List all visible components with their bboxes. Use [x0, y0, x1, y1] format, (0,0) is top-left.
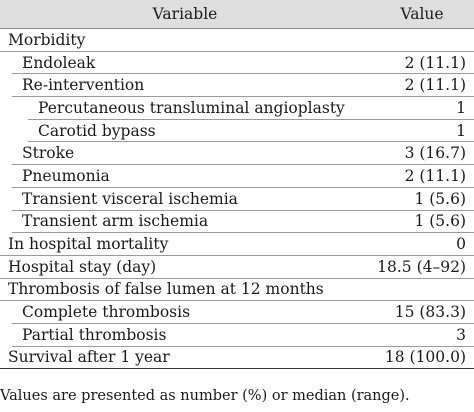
row-label: Transient arm ischemia: [22, 212, 209, 231]
table-row: Pneumonia 2 (11.1): [12, 165, 474, 188]
row-label: Percutaneous transluminal angioplasty: [38, 98, 345, 117]
row-value: 18.5 (4–92): [377, 257, 466, 276]
row-label: Partial thrombosis: [22, 325, 167, 344]
table-row: Transient arm ischemia 1 (5.6): [12, 211, 474, 234]
table-row: Complete thrombosis 15 (83.3): [12, 301, 474, 324]
row-label: Carotid bypass: [38, 121, 156, 140]
table-row: Partial thrombosis 3: [12, 324, 474, 347]
row-label: Thrombosis of false lumen at 12 months: [8, 280, 324, 299]
row-value: 1 (5.6): [414, 212, 466, 231]
header-variable: Variable: [152, 5, 218, 23]
table-row: Re-intervention 2 (11.1): [12, 74, 474, 98]
row-value: 1: [456, 121, 466, 140]
table-row: In hospital mortality 0: [0, 233, 474, 256]
row-value: 18 (100.0): [384, 348, 466, 367]
row-value: 2 (11.1): [404, 166, 466, 185]
row-label: Re-intervention: [22, 76, 145, 95]
row-label: Pneumonia: [22, 166, 110, 185]
table-row: Percutaneous transluminal angioplasty 1: [28, 97, 474, 120]
row-label: Stroke: [22, 144, 75, 163]
table-row: Survival after 1 year 18 (100.0): [0, 347, 474, 370]
table-row: Carotid bypass 1: [28, 120, 474, 143]
table-row: Stroke 3 (16.7): [12, 142, 474, 166]
row-value: 15 (83.3): [394, 303, 466, 322]
row-value: 3: [456, 325, 466, 344]
row-label: Transient visceral ischemia: [22, 189, 238, 208]
table-row: Endoleak 2 (11.1): [12, 52, 474, 75]
header-value: Value: [400, 5, 444, 23]
row-label: Hospital stay (day): [8, 257, 157, 276]
table-row: Morbidity: [0, 29, 474, 52]
row-value: 3 (16.7): [404, 144, 466, 163]
row-label: Survival after 1 year: [8, 348, 170, 367]
row-value: 2 (11.1): [404, 76, 466, 95]
results-table: Variable Value Morbidity Endoleak 2 (11.1)…: [0, 0, 474, 370]
row-value: 2 (11.1): [404, 53, 466, 72]
row-label: In hospital mortality: [8, 235, 169, 254]
row-label: Endoleak: [22, 53, 96, 72]
row-value: 1: [456, 98, 466, 117]
table-footnote: Values are presented as number (%) or me…: [0, 388, 410, 404]
row-label: Complete thrombosis: [22, 303, 191, 322]
table-body: Morbidity Endoleak 2 (11.1) Re-intervention…: [0, 29, 474, 370]
table-row: Transient visceral ischemia 1 (5.6): [12, 188, 474, 211]
row-value: 1 (5.6): [414, 189, 466, 208]
row-value: 0: [456, 235, 466, 254]
table-header: Variable Value: [0, 0, 474, 29]
table-row: Thrombosis of false lumen at 12 months: [0, 279, 474, 302]
table-row: Hospital stay (day) 18.5 (4–92): [0, 256, 474, 279]
row-label: Morbidity: [8, 30, 86, 49]
